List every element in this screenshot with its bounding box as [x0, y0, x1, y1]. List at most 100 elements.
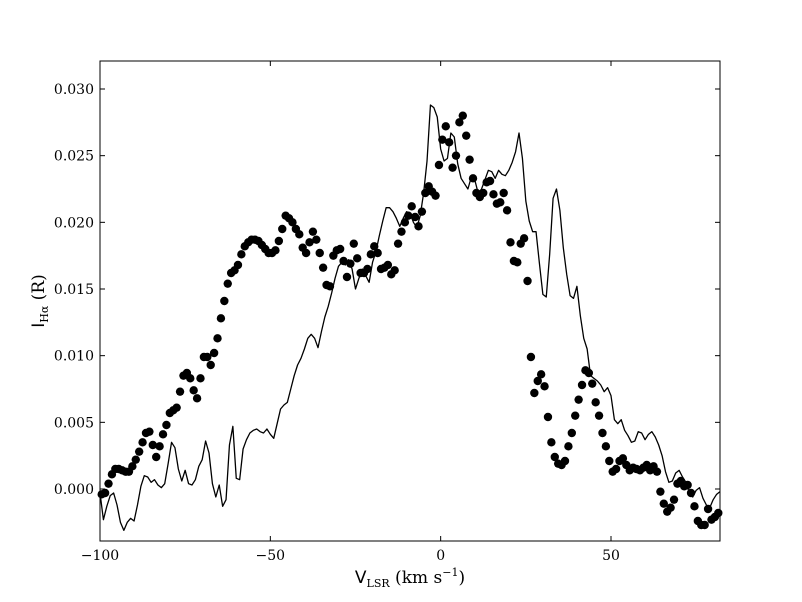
data-point [138, 438, 147, 447]
data-point [312, 235, 321, 244]
data-point [591, 398, 600, 407]
data-point [203, 352, 212, 362]
data-point [421, 188, 430, 198]
y-tick-label: 0.010 [54, 349, 94, 365]
data-point [601, 442, 611, 451]
data-point [523, 276, 532, 286]
data-point [567, 428, 577, 438]
y-tick-label: 0.030 [54, 82, 94, 98]
data-point [134, 447, 144, 456]
data-point [131, 455, 140, 464]
data-point [703, 504, 713, 514]
data-point [530, 388, 539, 398]
x-tick-label: −100 [81, 548, 119, 564]
data-point [468, 174, 478, 183]
data-point [465, 155, 474, 164]
data-point [410, 212, 420, 222]
data-point [417, 207, 427, 216]
data-point [499, 188, 508, 198]
data-point [489, 190, 498, 199]
data-point [400, 218, 410, 227]
data-point [196, 374, 205, 383]
data-point [278, 224, 287, 234]
data-point [206, 360, 215, 370]
data-point [444, 138, 454, 147]
data-point [714, 508, 723, 518]
data-point [458, 111, 467, 120]
data-point [383, 260, 393, 270]
data-point [104, 479, 113, 488]
data-point [431, 191, 440, 200]
data-point [448, 163, 457, 172]
data-point [434, 160, 444, 170]
data-point [550, 452, 559, 462]
data-point [213, 334, 222, 343]
data-point [175, 387, 185, 396]
data-point [669, 495, 679, 504]
data-point [683, 480, 692, 490]
data-point [342, 272, 352, 282]
data-point [220, 296, 229, 306]
data-point [666, 503, 675, 512]
data-point [594, 411, 604, 420]
data-point [128, 462, 137, 471]
data-point [533, 376, 542, 386]
y-axis-label: IHα (R) [29, 274, 51, 328]
data-point [543, 412, 553, 422]
y-axis-ticks: 0.000 0.005 0.010 0.015 0.020 0.025 0.030 [54, 82, 720, 498]
data-point [158, 430, 168, 439]
data-point [536, 370, 546, 379]
data-point [502, 206, 512, 215]
data-point [485, 176, 495, 186]
data-point [496, 198, 505, 207]
x-tick-label: −50 [256, 548, 286, 564]
data-point [438, 135, 447, 144]
y-tick-label: 0.025 [54, 149, 94, 165]
data-point [404, 211, 413, 220]
data-point [690, 502, 699, 511]
data-point [152, 452, 161, 462]
data-point [271, 246, 280, 255]
data-point [162, 420, 171, 430]
data-point [390, 266, 399, 275]
data-point [564, 442, 573, 451]
data-point [584, 368, 594, 378]
data-point [373, 248, 382, 258]
data-point [451, 151, 461, 160]
data-point [656, 487, 665, 496]
data-point [315, 248, 324, 258]
data-point [366, 250, 376, 259]
data-point [288, 218, 297, 227]
data-point [216, 314, 226, 323]
data-point [155, 442, 164, 451]
data-point [363, 264, 372, 274]
data-point [588, 379, 597, 388]
data-point [560, 456, 570, 466]
data-point [455, 118, 464, 127]
data-point [209, 348, 219, 358]
data-point [346, 259, 355, 268]
data-point [571, 411, 580, 420]
data-point [700, 520, 709, 530]
data-point [598, 428, 607, 438]
data-point [339, 256, 348, 266]
data-point [305, 238, 314, 247]
data-point [526, 352, 536, 362]
data-point [335, 244, 345, 254]
data-point [145, 427, 154, 436]
data-point [414, 222, 423, 231]
data-point [370, 242, 379, 251]
data-point [325, 282, 335, 291]
data-point [618, 454, 628, 463]
data-point [659, 499, 668, 508]
data-point [513, 258, 522, 267]
data-point [407, 202, 416, 211]
y-tick-label: 0.000 [54, 482, 94, 498]
data-point [506, 238, 515, 247]
y-tick-label: 0.005 [54, 415, 94, 431]
data-point [148, 440, 157, 450]
data-point [605, 456, 614, 466]
x-axis-label: VLSR (km s−1) [355, 566, 465, 590]
